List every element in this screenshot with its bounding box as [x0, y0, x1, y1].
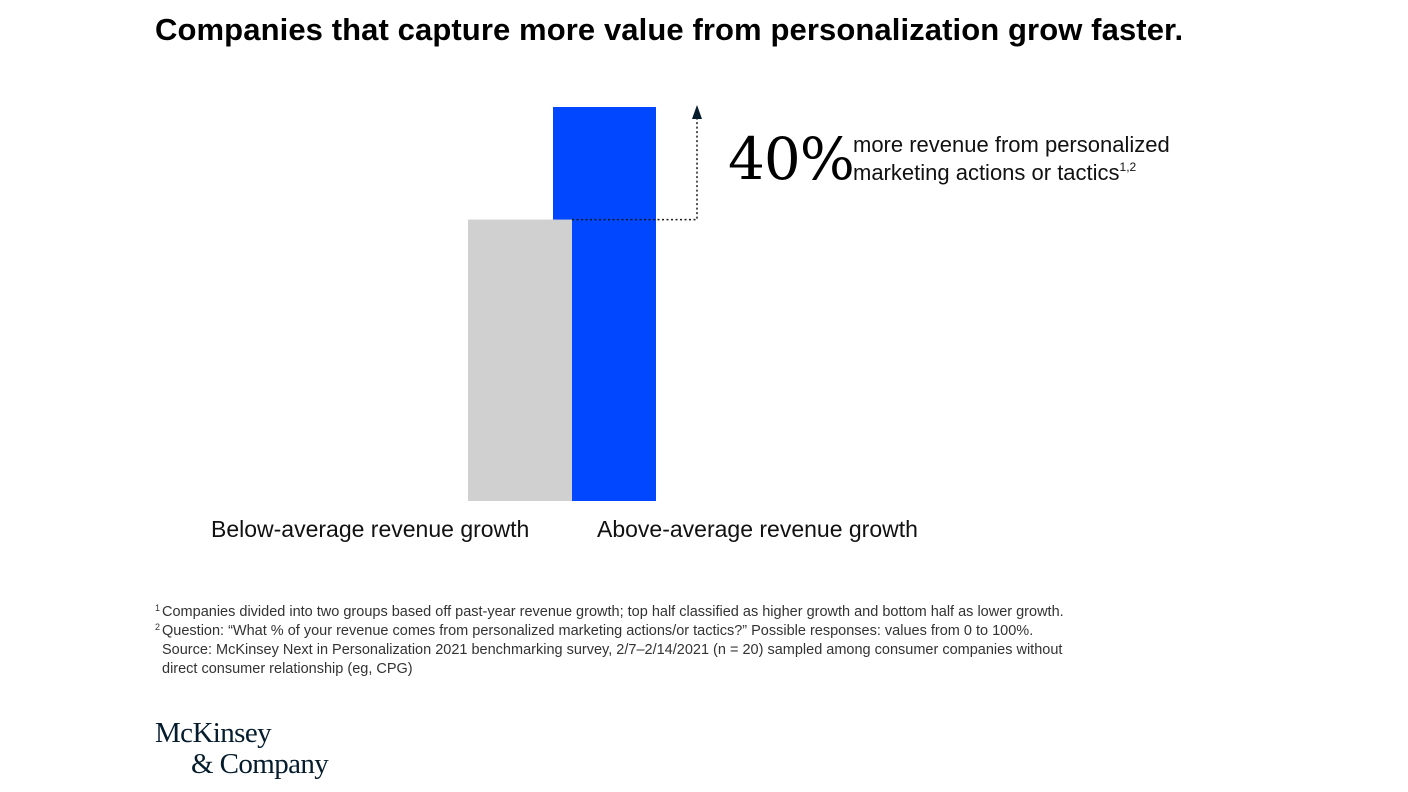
mckinsey-logo: McKinsey & Company [155, 717, 329, 780]
chart-title: Companies that capture more value from p… [155, 12, 1184, 47]
footnote-2: 2 Question: “What % of your revenue comes… [155, 622, 1064, 641]
annotation-text-line2: marketing actions or tactics1,2 [853, 159, 1170, 187]
arrow-up-icon [692, 105, 702, 119]
logo-line2: & Company [191, 748, 329, 780]
footnote-marker: 2 [155, 622, 161, 632]
annotation-text-line1: more revenue from personalized [853, 132, 1170, 157]
footnote-1: 1 Companies divided into two groups based… [155, 603, 1064, 622]
category-label-above: Above-average revenue growth [597, 516, 918, 542]
annotation-value: 40% [728, 125, 855, 193]
callout-connector-line [572, 117, 698, 221]
footnote-marker: 1 [155, 603, 161, 613]
bar-below-average [468, 219, 572, 502]
annotation-text: more revenue from personalized marketing… [853, 131, 1170, 187]
category-label-below: Below-average revenue growth [211, 516, 530, 542]
footnotes: 1 Companies divided into two groups based… [155, 603, 1064, 679]
footnote-text: Question: “What % of your revenue comes … [162, 623, 1034, 639]
source-line-2: direct consumer relationship (eg, CPG) [162, 661, 413, 677]
source-line-1: Source: McKinsey Next in Personalization… [162, 642, 1063, 658]
annotation-text-line2-body: marketing actions or tactics [853, 160, 1120, 185]
annotation-footnote-ref: 1,2 [1119, 160, 1137, 174]
footnote-text: Companies divided into two groups based … [162, 604, 1064, 620]
logo-line1: McKinsey [155, 717, 272, 749]
